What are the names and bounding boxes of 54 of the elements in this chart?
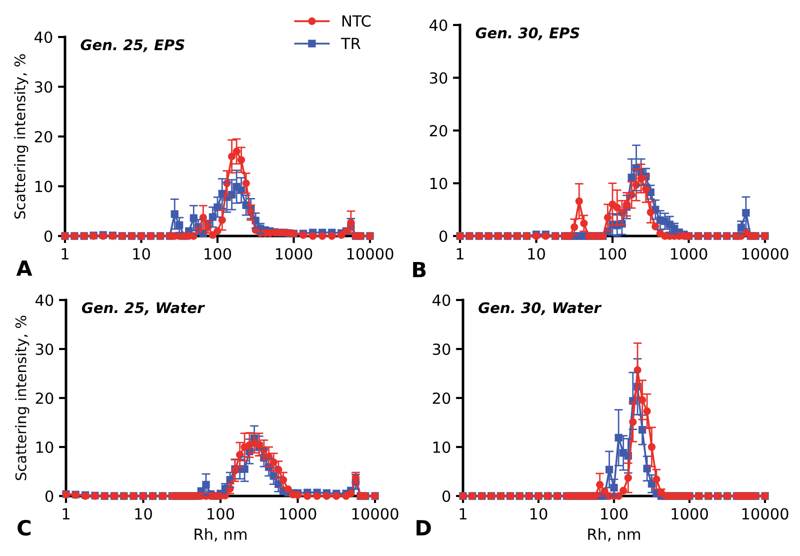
y-tick-label: 20 bbox=[432, 392, 450, 404]
x-tick-label: 100 bbox=[204, 248, 232, 260]
x-tick-label: 10000 bbox=[742, 248, 788, 260]
x-axis-title: Rh, nm bbox=[194, 528, 246, 542]
y-tick-label: 0 bbox=[44, 230, 52, 242]
x-tick-label: 1 bbox=[460, 508, 466, 520]
y-tick-label: 0 bbox=[45, 490, 54, 502]
x-tick-label: 1 bbox=[62, 248, 68, 260]
text: D bbox=[416, 520, 431, 536]
x-tick-label: 10 bbox=[135, 508, 152, 520]
y-tick-label: 20 bbox=[430, 124, 448, 137]
y-tick-label: 10 bbox=[433, 441, 450, 454]
y-tick-label: 40 bbox=[432, 294, 450, 306]
y-tick-label: 20 bbox=[34, 130, 52, 143]
y-tick-label: 20 bbox=[36, 392, 54, 404]
legend-label: TR bbox=[340, 38, 360, 49]
y-tick-label: 0 bbox=[442, 490, 450, 502]
x-tick-label: 10 bbox=[530, 508, 548, 520]
x-tick-label: 1 bbox=[62, 508, 70, 520]
y-tick-label: 40 bbox=[34, 31, 52, 44]
chart-title: Gen. 25, EPS bbox=[80, 39, 184, 52]
x-tick-label: 1000 bbox=[276, 248, 312, 260]
x-tick-label: 10000 bbox=[742, 508, 788, 520]
y-tick-label: 40 bbox=[430, 19, 448, 32]
y-tick-label: 0 bbox=[439, 230, 448, 242]
x-axis-title: Rh, nm bbox=[588, 528, 640, 542]
chart-title: Gen. 25, Water bbox=[82, 302, 205, 316]
y-axis-title: Scattering intensity, % bbox=[14, 54, 28, 219]
y-tick-label: 30 bbox=[34, 81, 52, 93]
y-tick-label: 10 bbox=[36, 441, 54, 454]
text: C bbox=[18, 520, 31, 536]
x-tick-label: 100 bbox=[600, 248, 626, 260]
x-tick-label: 10000 bbox=[352, 508, 398, 520]
x-tick-label: 1000 bbox=[280, 508, 316, 520]
y-tick-label: 30 bbox=[432, 343, 450, 356]
y-tick-label: 30 bbox=[36, 343, 54, 356]
y-tick-label: 10 bbox=[430, 178, 448, 190]
y-tick-label: 10 bbox=[35, 180, 52, 192]
x-tick-label: 10 bbox=[133, 248, 150, 260]
x-tick-label: 1 bbox=[456, 248, 464, 260]
x-tick-label: 100 bbox=[208, 508, 234, 520]
y-tick-label: 30 bbox=[430, 72, 448, 84]
y-axis-title: Scattering intensity, % bbox=[15, 316, 30, 480]
legend-label: NTC bbox=[342, 15, 371, 27]
chart-title: Gen. 30, Water bbox=[478, 302, 602, 316]
x-tick-label: 10000 bbox=[347, 248, 394, 260]
x-tick-label: 100 bbox=[601, 508, 628, 520]
x-tick-label: 1000 bbox=[672, 508, 708, 520]
text: A bbox=[16, 260, 32, 276]
chart-title: Gen. 30, EPS bbox=[476, 27, 580, 40]
text: B bbox=[413, 262, 426, 278]
x-tick-label: 10 bbox=[528, 248, 545, 260]
x-tick-label: 1000 bbox=[670, 248, 708, 260]
y-tick-label: 40 bbox=[36, 294, 54, 306]
